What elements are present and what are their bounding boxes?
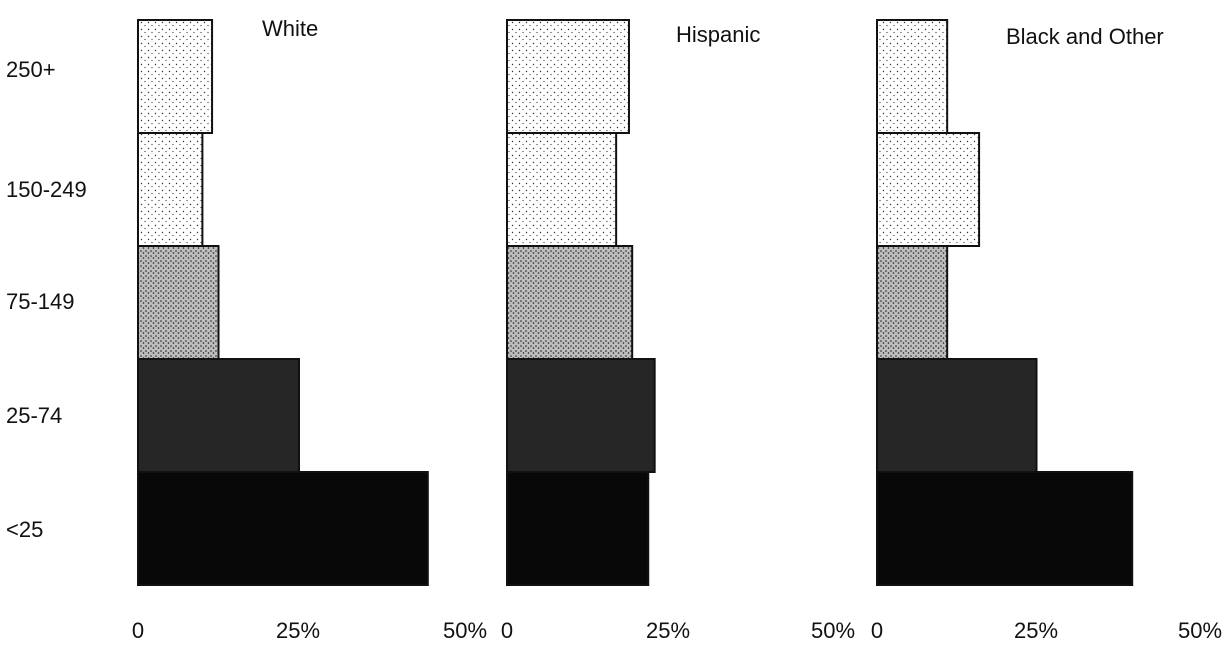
bar-white-0 — [137, 19, 214, 134]
x-tick-label: 25% — [276, 618, 320, 643]
panel-title-black-and-other: Black and Other — [1006, 24, 1164, 49]
panel-title-white: White — [262, 16, 318, 41]
x-tick-label: 50% — [443, 618, 487, 643]
bar-white-1 — [137, 132, 204, 247]
bar-white-3 — [137, 358, 300, 473]
category-label: 75-149 — [6, 289, 75, 314]
x-axis-hispanic: 0 25% 50% — [501, 618, 855, 643]
bar-hispanic-2 — [506, 245, 634, 360]
category-label: 150-249 — [6, 177, 87, 202]
x-tick-label: 25% — [1014, 618, 1058, 643]
category-label: 250+ — [6, 57, 56, 82]
bar-hispanic-1 — [506, 132, 618, 247]
bar-black-and-other-4 — [876, 471, 1134, 586]
x-axis-white: 0 25% 50% — [132, 618, 487, 643]
bar-hispanic-3 — [506, 358, 656, 473]
category-label: 25-74 — [6, 403, 62, 428]
bar-white-4 — [137, 471, 429, 586]
bar-hispanic-4 — [506, 471, 650, 586]
x-tick-label: 0 — [501, 618, 513, 643]
panel-title-hispanic: Hispanic — [676, 22, 760, 47]
category-label: <25 — [6, 517, 43, 542]
category-labels: 250+ 150-249 75-149 25-74 <25 — [6, 57, 87, 542]
bar-black-and-other-1 — [876, 132, 981, 247]
x-tick-label: 0 — [871, 618, 883, 643]
bar-hispanic-0 — [506, 19, 630, 134]
bar-black-and-other-0 — [876, 19, 949, 134]
bar-black-and-other-3 — [876, 358, 1038, 473]
x-tick-label: 25% — [646, 618, 690, 643]
x-tick-label: 50% — [1178, 618, 1222, 643]
bars-layer — [137, 19, 1134, 586]
bar-black-and-other-2 — [876, 245, 949, 360]
x-tick-label: 50% — [811, 618, 855, 643]
bar-white-2 — [137, 245, 220, 360]
x-tick-label: 0 — [132, 618, 144, 643]
x-axis-black-and-other: 0 25% 50% — [871, 618, 1222, 643]
